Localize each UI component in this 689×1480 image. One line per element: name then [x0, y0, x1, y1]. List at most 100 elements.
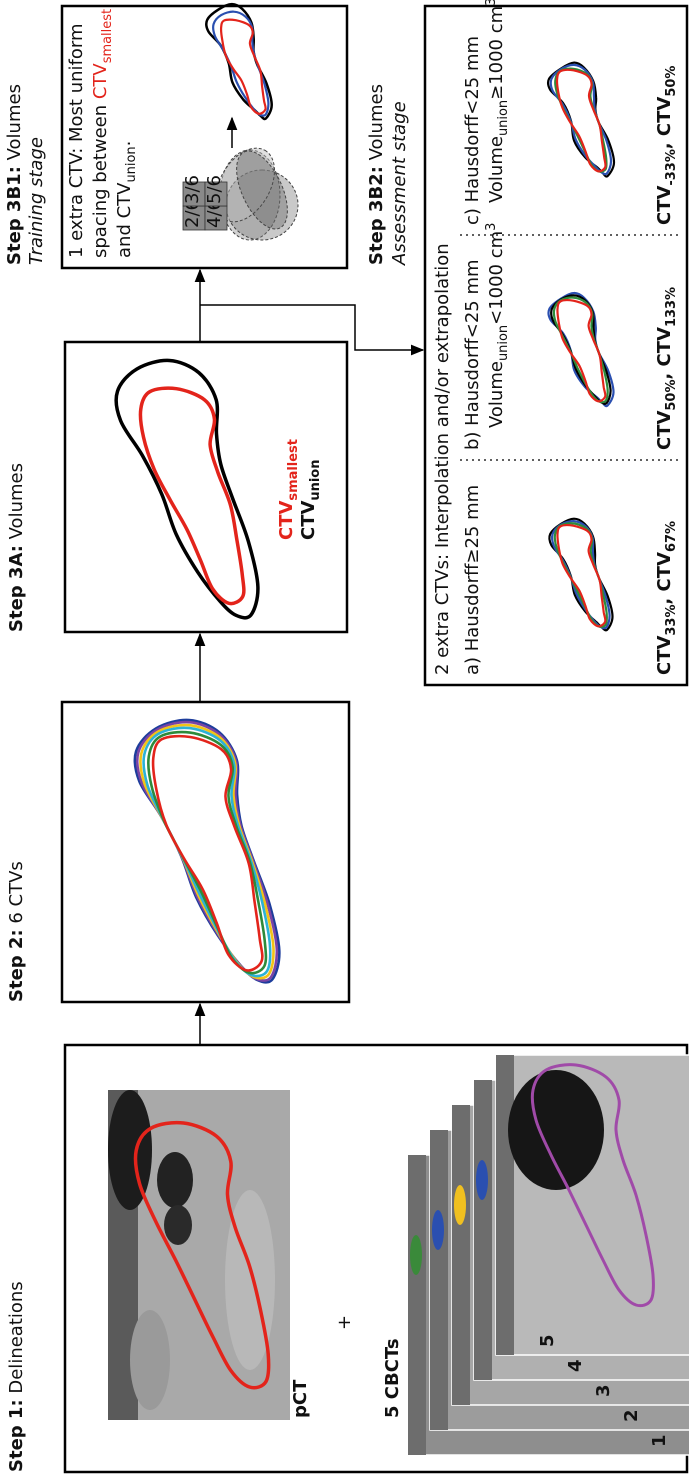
- contour: [557, 300, 605, 401]
- slice-number: 4: [565, 1359, 586, 1372]
- text-run: Step 2:: [6, 929, 27, 1002]
- condition: b) Hausdorff<25 mm: [462, 259, 483, 450]
- pct-image: [108, 1090, 290, 1420]
- text-run: 50%: [664, 66, 679, 97]
- condition: c) Hausdorff<25 mm: [462, 36, 483, 225]
- text-run: , CTV: [654, 327, 675, 380]
- step-title: Step 3A: Volumes: [6, 463, 27, 632]
- text-run: spacing between: [90, 99, 111, 258]
- air-pocket: [508, 1070, 604, 1190]
- grid-label: 5/6: [204, 175, 225, 204]
- text-run: 1 extra CTV: Most uniform: [66, 24, 87, 258]
- text-run: Step 1:: [6, 1399, 27, 1472]
- step-title: Step 3B2: Volumes: [366, 84, 387, 265]
- step2-box: [62, 702, 349, 1002]
- contour: [116, 360, 258, 617]
- result-label: CTV33%, CTV67%: [654, 521, 679, 675]
- text-run: 133%: [664, 287, 679, 327]
- text-run: 3: [484, 0, 499, 6]
- result-label: CTV-33%, CTV50%: [654, 66, 679, 225]
- grid-label: 3/6: [182, 175, 203, 204]
- text-run: b) Hausdorff<25 mm: [462, 259, 483, 450]
- contour: [557, 525, 605, 626]
- contour: [554, 298, 608, 403]
- text-run: union: [496, 100, 511, 136]
- contour: [557, 70, 606, 171]
- contour: [140, 725, 273, 978]
- slice-number: 5: [537, 1334, 558, 1347]
- step-title: Step 3B1: Volumes: [4, 84, 25, 265]
- contour: [137, 722, 277, 980]
- condition: a) Hausdorff≥25 mm: [462, 485, 483, 675]
- header: 2 extra CTVs: Interpolation and/or extra…: [432, 243, 453, 675]
- image-label: pCT: [290, 1379, 311, 1418]
- cbct-shade: [474, 1080, 492, 1380]
- text-run: Volume: [486, 361, 507, 428]
- text-run: c) Hausdorff<25 mm: [462, 36, 483, 225]
- description: 1 extra CTV: Most uniform: [66, 24, 87, 258]
- text-run: -33%: [664, 149, 679, 185]
- contour: [153, 736, 262, 970]
- text-run: Volumes: [366, 84, 387, 166]
- cbct-shade: [408, 1155, 426, 1455]
- contour-hint: [432, 1210, 444, 1250]
- text-run: Step 3B1:: [4, 166, 25, 265]
- cbct-shade: [496, 1055, 514, 1355]
- contour: [551, 65, 611, 174]
- text-run: union: [496, 325, 511, 361]
- step-title: Step 1: Delineations: [6, 1281, 27, 1472]
- text-run: 50%: [664, 380, 679, 411]
- text-run: , CTV: [654, 552, 675, 605]
- text-run: <1000 cm: [486, 231, 507, 325]
- text-run: and CTV: [114, 182, 135, 258]
- text-run: CTV: [276, 501, 297, 540]
- contour: [140, 388, 243, 603]
- step3a-box: [65, 342, 347, 632]
- condition: Volumeunion≥1000 cm3: [484, 0, 511, 203]
- text-run: , CTV: [654, 97, 675, 150]
- stage-label: Training stage: [26, 137, 47, 265]
- contour: [552, 521, 610, 628]
- contour: [135, 720, 280, 982]
- text-run: 67%: [664, 521, 679, 552]
- text-run: union: [308, 460, 323, 501]
- cbct-shade: [430, 1130, 448, 1430]
- contour: [555, 523, 607, 627]
- plus-sign: +: [334, 1315, 355, 1330]
- condition: Volumeunion<1000 cm3: [484, 223, 511, 428]
- text-run: CTV: [654, 186, 675, 225]
- contour-hint: [454, 1185, 466, 1225]
- page: {"step1": {"title": [{"t": "Step 1:", "b…: [0, 0, 689, 1480]
- text-run: CTV: [654, 636, 675, 675]
- contour-hint: [410, 1235, 422, 1275]
- diagram: Step 1: Delineations Step 2: 6 CTVs Step 3…: [0, 0, 689, 1480]
- text-run: .: [114, 141, 135, 147]
- text-run: union: [124, 146, 139, 182]
- text-run: CTV: [298, 501, 319, 540]
- text-run: a) Hausdorff≥25 mm: [462, 485, 483, 675]
- result-label: CTV50%, CTV133%: [654, 287, 679, 450]
- step-title: Step 2: 6 CTVs: [6, 861, 27, 1002]
- text-run: ≥1000 cm: [486, 6, 507, 100]
- contour-hint: [476, 1160, 488, 1200]
- text-run: smallest: [286, 439, 301, 501]
- description: spacing between CTVsmallest: [90, 9, 115, 258]
- text-run: Delineations: [6, 1281, 27, 1399]
- text-run: 3: [484, 223, 499, 231]
- text-run: CTV: [654, 411, 675, 450]
- text-run: Volumes: [6, 463, 27, 545]
- contour: [551, 295, 610, 404]
- slice-number: 3: [593, 1384, 614, 1397]
- description: and CTVunion.: [114, 141, 139, 258]
- text-run: smallest: [100, 9, 115, 63]
- stage-label: Assessment stage: [389, 101, 410, 266]
- image-label: 5 CBCTs: [382, 1338, 403, 1418]
- text-run: Step 3A:: [6, 545, 27, 632]
- text-run: Step 3B2:: [366, 166, 387, 265]
- slice-number: 1: [649, 1434, 670, 1447]
- slice-number: 2: [621, 1409, 642, 1422]
- text-run: 33%: [664, 605, 679, 636]
- landscape-group: Step 1: Delineations Step 2: 6 CTVs Step 3…: [4, 0, 689, 1472]
- text-run: Volumes: [4, 84, 25, 166]
- text-run: Volume: [486, 136, 507, 203]
